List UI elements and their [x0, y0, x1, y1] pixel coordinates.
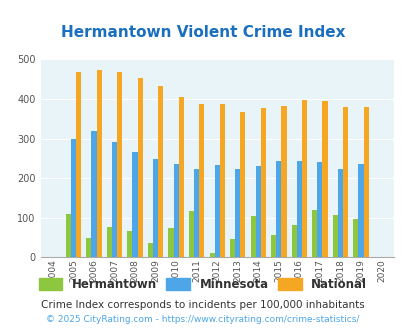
Bar	[71, 139, 76, 257]
Bar	[275, 161, 281, 257]
Bar	[255, 166, 260, 257]
Bar	[153, 159, 158, 257]
Bar	[173, 164, 178, 257]
Bar	[214, 165, 219, 257]
Bar	[209, 253, 214, 257]
Bar	[311, 210, 317, 257]
Bar	[188, 211, 194, 257]
Bar	[199, 104, 204, 257]
Legend: Hermantown, Minnesota, National: Hermantown, Minnesota, National	[34, 273, 371, 296]
Bar	[178, 97, 183, 257]
Bar	[168, 228, 173, 257]
Bar	[260, 108, 265, 257]
Bar	[332, 214, 337, 257]
Bar	[301, 100, 306, 257]
Bar	[96, 70, 101, 257]
Bar	[86, 238, 91, 257]
Bar	[117, 73, 122, 257]
Bar	[66, 214, 71, 257]
Bar	[291, 225, 296, 257]
Text: Crime Index corresponds to incidents per 100,000 inhabitants: Crime Index corresponds to incidents per…	[41, 300, 364, 310]
Bar	[219, 104, 224, 257]
Bar	[271, 235, 275, 257]
Bar	[342, 107, 347, 257]
Bar	[234, 169, 240, 257]
Bar	[281, 106, 286, 257]
Bar	[250, 216, 255, 257]
Bar	[127, 231, 132, 257]
Bar	[296, 161, 301, 257]
Bar	[76, 72, 81, 257]
Bar	[107, 227, 112, 257]
Bar	[322, 101, 327, 257]
Bar	[317, 162, 322, 257]
Bar	[230, 239, 234, 257]
Bar	[194, 169, 199, 257]
Bar	[352, 219, 358, 257]
Text: © 2025 CityRating.com - https://www.cityrating.com/crime-statistics/: © 2025 CityRating.com - https://www.city…	[46, 315, 359, 324]
Bar	[91, 131, 96, 257]
Bar	[147, 243, 153, 257]
Bar	[158, 86, 163, 257]
Bar	[358, 164, 362, 257]
Bar	[137, 78, 143, 257]
Bar	[112, 142, 117, 257]
Bar	[337, 169, 342, 257]
Bar	[240, 112, 245, 257]
Text: Hermantown Violent Crime Index: Hermantown Violent Crime Index	[61, 25, 344, 40]
Bar	[362, 107, 368, 257]
Bar	[132, 152, 137, 257]
